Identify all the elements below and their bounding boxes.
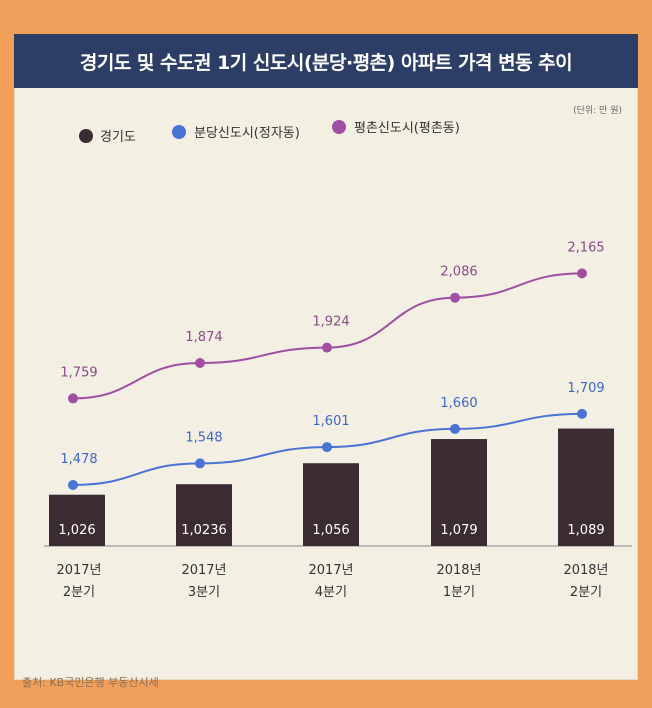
x-tick-label: 2018년	[436, 563, 481, 578]
point-pyeongchon-1	[195, 358, 205, 369]
line-pyeongchon	[72, 272, 583, 400]
data-label-bundang: 1,709	[567, 381, 604, 396]
bar-series-gyeonggi: 1,026 1,0236 1,056 1,079 1,089	[49, 428, 614, 546]
title-bar: 경기도 및 수도권 1기 신도시(분당·평촌) 아파트 가격 변동 추이	[14, 34, 638, 88]
point-bundang-2	[322, 442, 332, 453]
bar-value-label: 1,089	[567, 523, 604, 538]
chart-svg: 경기도 분당신도시(정자동) 평촌신도시(평촌동) (단위: 만 원) 1,02…	[44, 105, 632, 600]
x-tick-label: 2분기	[570, 585, 602, 600]
legend-label-pyeongchon: 평촌신도시(평촌동)	[354, 121, 460, 136]
bar-gyeonggi-1	[176, 484, 232, 546]
chart-card: 경기도 및 수도권 1기 신도시(분당·평촌) 아파트 가격 변동 추이 경기도…	[14, 34, 638, 689]
bar-value-label: 1,079	[440, 523, 477, 538]
legend-label-bundang: 분당신도시(정자동)	[194, 126, 300, 141]
line-series: 1,478 1,548 1,601 1,660 1,709 1,759 1,874 1,924…	[60, 240, 605, 490]
x-tick-label: 2017년	[181, 563, 226, 578]
data-label-pyeongchon: 1,874	[185, 330, 222, 345]
chart-title: 경기도 및 수도권 1기 신도시(분당·평촌) 아파트 가격 변동 추이	[79, 51, 573, 74]
data-label-bundang: 1,660	[440, 396, 477, 411]
point-pyeongchon-4	[577, 268, 587, 279]
data-label-pyeongchon: 1,759	[60, 365, 97, 380]
data-label-bundang: 1,601	[312, 414, 349, 429]
data-label-bundang: 1,548	[185, 430, 222, 445]
point-bundang-3	[450, 423, 460, 434]
bar-value-label: 1,056	[312, 523, 349, 538]
x-axis-labels: 2017년 2분기 2017년 3분기 2017년 4분기 2018년 1분기 2018년 2분기	[56, 563, 608, 600]
legend: 경기도 분당신도시(정자동) 평촌신도시(평촌동)	[79, 120, 460, 145]
x-tick-label: 2018년	[563, 563, 608, 578]
point-pyeongchon-0	[68, 393, 78, 404]
data-label-pyeongchon: 1,924	[312, 315, 349, 330]
source-note: 출처: KB국민은행 부동산시세	[22, 676, 159, 689]
data-label-pyeongchon: 2,086	[440, 265, 477, 280]
x-tick-label: 3분기	[188, 585, 220, 600]
data-label-pyeongchon: 2,165	[567, 240, 604, 255]
point-pyeongchon-2	[322, 342, 332, 353]
bar-gyeonggi-2	[303, 463, 359, 546]
bar-gyeonggi-0	[49, 494, 105, 546]
bar-value-label: 1,0236	[181, 523, 227, 538]
bar-gyeonggi-3	[431, 439, 487, 546]
x-tick-label: 2017년	[308, 563, 353, 578]
point-bundang-4	[577, 408, 587, 419]
x-tick-label: 2분기	[63, 585, 95, 600]
point-bundang-0	[68, 479, 78, 490]
legend-marker-pyeongchon	[332, 120, 346, 134]
legend-label-gyeonggi: 경기도	[100, 130, 136, 145]
x-tick-label: 2017년	[56, 563, 101, 578]
legend-marker-gyeonggi	[79, 129, 93, 143]
x-tick-label: 4분기	[315, 585, 347, 600]
data-label-bundang: 1,478	[60, 452, 97, 467]
x-tick-label: 1분기	[443, 585, 475, 600]
legend-marker-bundang	[172, 125, 186, 139]
unit-label: (단위: 만 원)	[573, 105, 622, 116]
point-bundang-1	[195, 458, 205, 469]
bar-gyeonggi-4	[558, 428, 614, 546]
point-pyeongchon-3	[450, 292, 460, 303]
bar-value-label: 1,026	[58, 523, 95, 538]
